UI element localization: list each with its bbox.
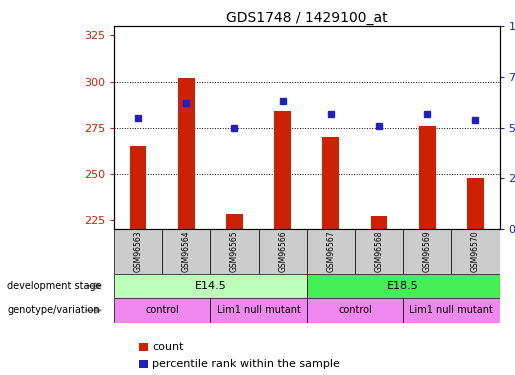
Bar (259, 229, 307, 274)
Text: development stage: development stage (7, 281, 102, 291)
Bar (307, 274, 500, 298)
Bar (307, 229, 355, 274)
Text: GSM96569: GSM96569 (423, 231, 432, 272)
Bar (467, 177, 484, 229)
Text: genotype/variation: genotype/variation (7, 305, 100, 315)
Bar (162, 229, 210, 274)
Bar (355, 229, 403, 274)
Bar (114, 229, 162, 274)
Bar (130, 146, 146, 229)
Text: Lim1 null mutant: Lim1 null mutant (409, 305, 493, 315)
Text: percentile rank within the sample: percentile rank within the sample (152, 359, 340, 369)
Bar (114, 274, 307, 298)
Bar (371, 216, 387, 229)
Text: E14.5: E14.5 (195, 281, 226, 291)
Text: Lim1 null mutant: Lim1 null mutant (217, 305, 300, 315)
Bar (210, 229, 259, 274)
Bar (451, 229, 500, 274)
Bar (274, 111, 291, 229)
Bar (403, 298, 500, 322)
Bar (210, 298, 307, 322)
Title: GDS1748 / 1429100_at: GDS1748 / 1429100_at (226, 11, 388, 25)
Text: GSM96564: GSM96564 (182, 231, 191, 272)
Bar (419, 126, 436, 229)
Text: GSM96570: GSM96570 (471, 231, 480, 272)
Bar (226, 214, 243, 229)
Bar (178, 78, 195, 229)
Bar (322, 137, 339, 229)
Bar (307, 298, 403, 322)
Text: control: control (145, 305, 179, 315)
Text: GSM96568: GSM96568 (374, 231, 384, 272)
Text: GSM96566: GSM96566 (278, 231, 287, 272)
Text: GSM96567: GSM96567 (327, 231, 335, 272)
Bar (403, 229, 451, 274)
Text: GSM96565: GSM96565 (230, 231, 239, 272)
Bar (114, 298, 210, 322)
Text: E18.5: E18.5 (387, 281, 419, 291)
Text: count: count (152, 342, 183, 352)
Text: control: control (338, 305, 372, 315)
Text: GSM96563: GSM96563 (133, 231, 143, 272)
